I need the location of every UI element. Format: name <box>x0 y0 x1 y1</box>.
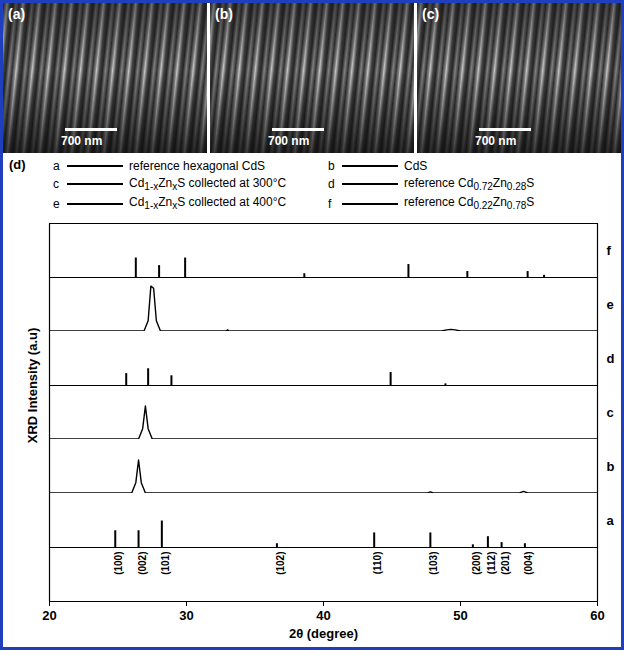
svg-text:(201): (201) <box>500 552 511 575</box>
svg-text:(103): (103) <box>428 552 439 575</box>
html-text:c: c <box>53 177 59 192</box>
svg-text:30: 30 <box>179 608 193 623</box>
html-text:d: d <box>328 177 335 192</box>
html-text:reference Cd0.72Zn0.28S: reference Cd0.72Zn0.28S <box>404 176 535 193</box>
svg-text:c: c <box>607 405 614 420</box>
svg-text:(102): (102) <box>275 552 286 575</box>
svg-text:50: 50 <box>453 608 467 623</box>
svg-text:(101): (101) <box>160 552 171 575</box>
html-text:(a): (a) <box>8 6 26 22</box>
svg-text:a: a <box>607 513 615 528</box>
html-text:700 nm: 700 nm <box>475 134 517 148</box>
html-text:reference Cd0.22Zn0.78S: reference Cd0.22Zn0.78S <box>404 195 535 212</box>
svg-text:(200): (200) <box>471 552 482 575</box>
svg-text:d: d <box>607 351 615 366</box>
html-text:(b): (b) <box>215 6 233 22</box>
html-text:reference hexagonal CdS: reference hexagonal CdS <box>129 159 266 173</box>
html-text:700 nm: 700 nm <box>268 134 310 148</box>
html-text:(c): (c) <box>422 6 440 22</box>
svg-text:20: 20 <box>42 608 56 623</box>
svg-text:b: b <box>607 459 615 474</box>
html-text:Cd1-xZnxS collected at 400°C: Cd1-xZnxS collected at 400°C <box>129 195 287 212</box>
svg-text:60: 60 <box>590 608 604 623</box>
html-text:700 nm: 700 nm <box>61 134 103 148</box>
html-text:a: a <box>53 159 60 173</box>
svg-text:40: 40 <box>316 608 330 623</box>
svg-text:2θ (degree): 2θ (degree) <box>289 626 358 641</box>
html-text:b: b <box>328 159 335 173</box>
html-text:(d): (d) <box>9 157 26 172</box>
svg-text:(100): (100) <box>113 552 124 575</box>
html-text:e: e <box>53 196 60 211</box>
svg-text:f: f <box>607 243 612 258</box>
html-text:Cd1-xZnxS collected at 300°C: Cd1-xZnxS collected at 300°C <box>129 176 287 193</box>
svg-text:(110): (110) <box>372 552 383 575</box>
html-text:f: f <box>328 196 332 211</box>
svg-text:(112): (112) <box>486 552 497 575</box>
svg-text:e: e <box>607 297 614 312</box>
html-text:CdS: CdS <box>404 159 428 173</box>
svg-text:(004): (004) <box>523 552 534 575</box>
svg-text:XRD Intensity (a.u): XRD Intensity (a.u) <box>25 328 40 444</box>
svg-text:(002): (002) <box>137 552 148 575</box>
